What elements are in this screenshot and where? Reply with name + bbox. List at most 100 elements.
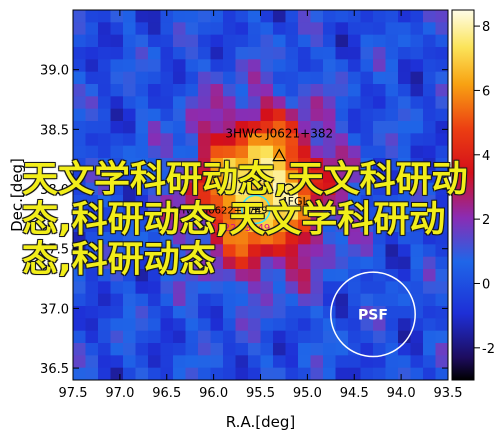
heat-cell: [385, 145, 399, 159]
heat-cell: [123, 318, 137, 332]
heat-cell: [298, 355, 312, 369]
heat-cell: [360, 195, 374, 208]
x-tick-label: 96.0: [199, 386, 228, 401]
heat-cell: [248, 108, 262, 122]
heat-cell: [98, 306, 112, 319]
heat-cell: [160, 306, 174, 319]
heat-cell: [148, 10, 162, 23]
heat-cell: [210, 306, 224, 319]
heat-cell: [210, 281, 224, 295]
heat-cell: [298, 10, 312, 23]
heat-cell: [260, 219, 274, 233]
heat-cell: [148, 96, 162, 110]
heat-cell: [235, 367, 249, 380]
heat-cell: [398, 207, 412, 221]
heat-cell: [198, 59, 212, 73]
heat-cell: [323, 367, 337, 380]
heat-cell: [210, 84, 224, 97]
heat-cell: [273, 121, 287, 134]
heat-cell: [273, 170, 287, 184]
heat-cell: [360, 10, 374, 23]
heat-cell: [110, 71, 124, 85]
heat-cell: [285, 108, 299, 122]
x-tick-label: 97.5: [59, 386, 88, 401]
heat-cell: [273, 84, 287, 97]
heat-cell: [123, 355, 137, 369]
heat-cell: [348, 170, 362, 184]
heat-cell: [148, 330, 162, 344]
heat-cell: [310, 158, 324, 171]
heat-cell: [260, 293, 274, 307]
heat-cell: [235, 145, 249, 159]
heat-cell: [298, 22, 312, 36]
heat-cell: [185, 145, 199, 159]
heat-cell: [148, 244, 162, 258]
heat-cell: [210, 71, 224, 85]
heat-cell: [285, 318, 299, 332]
heat-cell: [110, 108, 124, 122]
heat-cell: [260, 133, 274, 147]
heat-cell: [385, 84, 399, 97]
heat-cell: [160, 108, 174, 122]
heat-cell: [85, 355, 99, 369]
heat-cell: [110, 330, 124, 344]
heat-cell: [185, 10, 199, 23]
heat-cell: [398, 330, 412, 344]
heat-cell: [335, 343, 349, 356]
heat-cell: [285, 71, 299, 85]
heat-cell: [198, 330, 212, 344]
heat-cell: [210, 47, 224, 60]
colorbar-tick-label: 2: [482, 213, 490, 228]
heat-cell: [135, 145, 149, 159]
heat-cell: [423, 59, 437, 73]
heat-cell: [110, 367, 124, 380]
cyan-ring-marker: [241, 194, 271, 225]
heat-cell: [423, 256, 437, 270]
heat-cell: [385, 59, 399, 73]
heat-cell: [73, 281, 87, 295]
heat-cell: [85, 269, 99, 282]
heat-cell: [360, 244, 374, 258]
heat-cell: [148, 219, 162, 233]
heat-cell: [410, 59, 424, 73]
heat-cell: [335, 269, 349, 282]
heat-cell: [223, 343, 237, 356]
heat-cell: [435, 59, 448, 73]
heat-cell: [223, 219, 237, 233]
heat-cell: [73, 207, 87, 221]
heat-cell: [398, 195, 412, 208]
heat-cell: [273, 133, 287, 147]
heat-cell: [185, 59, 199, 73]
heat-cell: [85, 182, 99, 196]
heat-cell: [123, 306, 137, 319]
heat-cell: [273, 34, 287, 48]
heat-cell: [98, 71, 112, 85]
heat-cell: [223, 84, 237, 97]
heat-cell: [173, 207, 187, 221]
heat-cell: [423, 170, 437, 184]
heat-cell: [173, 232, 187, 245]
colorbar-tick-label: 4: [482, 149, 490, 164]
heat-cell: [348, 293, 362, 307]
heat-cell: [135, 318, 149, 332]
heat-cell: [373, 306, 387, 319]
heat-cell: [123, 232, 137, 245]
heat-cell: [135, 47, 149, 60]
heat-cell: [223, 269, 237, 282]
heat-cell: [373, 219, 387, 233]
heat-cell: [235, 281, 249, 295]
heat-cell: [398, 318, 412, 332]
heat-cell: [135, 293, 149, 307]
heat-cell: [410, 10, 424, 23]
heat-cell: [248, 96, 262, 110]
heat-cell: [310, 318, 324, 332]
heat-cell: [373, 22, 387, 36]
heat-cell: [310, 330, 324, 344]
heat-cell: [148, 22, 162, 36]
heat-cell: [323, 207, 337, 221]
heat-cell: [210, 219, 224, 233]
heat-cell: [73, 306, 87, 319]
heat-cell: [185, 34, 199, 48]
heat-cell: [198, 145, 212, 159]
heat-cell: [360, 133, 374, 147]
